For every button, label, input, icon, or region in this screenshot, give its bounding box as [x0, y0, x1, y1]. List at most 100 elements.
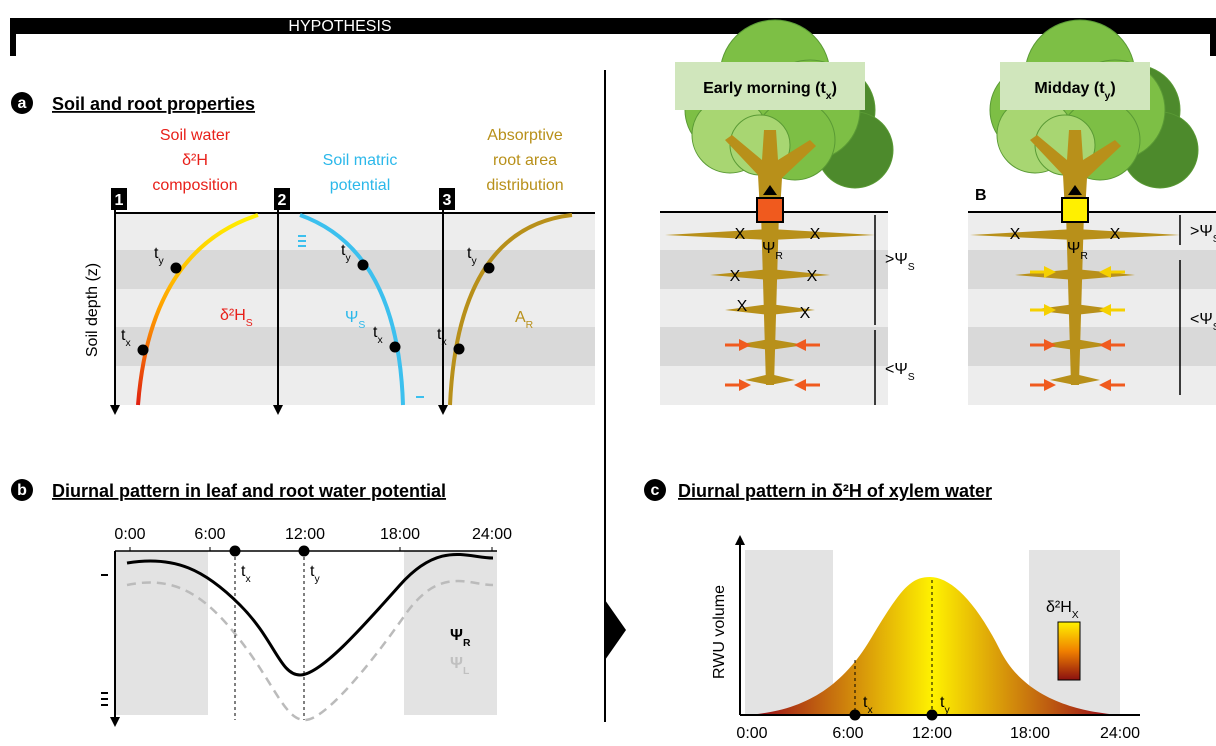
leaf-potential-curve	[126, 579, 494, 722]
column-title: root area	[493, 152, 557, 169]
root	[770, 374, 795, 385]
text-part: S	[908, 372, 915, 383]
point-label: tx	[121, 327, 131, 349]
zone-label: >ΨS	[1190, 223, 1216, 245]
point	[453, 343, 465, 355]
text-part: )	[1110, 80, 1115, 97]
banner-bar	[10, 18, 1216, 34]
time-label: 0:00	[114, 526, 145, 543]
root	[770, 339, 805, 350]
text-part: R	[526, 320, 534, 331]
cross: X	[800, 305, 811, 322]
text-part: y	[944, 705, 950, 716]
point	[357, 259, 369, 271]
zone-label: >ΨS	[885, 251, 915, 273]
text-part: <Ψ	[1190, 311, 1213, 328]
point-label: tx	[863, 694, 873, 716]
zone-label: <ΨS	[885, 361, 915, 383]
text-part: R	[775, 251, 783, 262]
column-title: distribution	[486, 177, 563, 194]
text-part: L	[463, 666, 470, 677]
point-label: tx	[437, 326, 447, 348]
time-label: 24:00	[1100, 725, 1140, 742]
banner-edge	[1210, 18, 1216, 56]
text-part: A	[515, 309, 526, 326]
text-part: x	[377, 335, 383, 346]
time-label: 12:00	[285, 526, 325, 543]
column-number: 1	[115, 192, 124, 209]
tree-tag: B	[975, 187, 987, 204]
root-square	[1061, 197, 1089, 223]
colorbar	[1057, 621, 1081, 681]
column-title: Absorptive	[487, 127, 563, 144]
point	[849, 709, 861, 721]
column-title: δ²H	[182, 152, 208, 169]
text-part: δ²H	[220, 307, 246, 324]
text-part: t	[310, 563, 315, 580]
point-label: ty	[467, 245, 477, 267]
title-box	[675, 62, 865, 110]
divider-arrow	[605, 600, 626, 660]
root	[970, 229, 1075, 240]
text-part: y	[1105, 91, 1111, 102]
time-label: 12:00	[912, 725, 952, 742]
root	[770, 229, 875, 240]
root	[1075, 229, 1180, 240]
legend-label: ΨL	[450, 655, 470, 677]
panel-title: Diurnal pattern in leaf and root water p…	[52, 481, 446, 501]
point-label: tx	[241, 563, 251, 585]
text-part: S	[1213, 234, 1216, 245]
panel-title: Diurnal pattern in δ²H of xylem water	[678, 481, 992, 501]
cross: X	[807, 268, 818, 285]
soil-layer	[115, 289, 595, 327]
column-title: composition	[152, 177, 237, 194]
time-label: 6:00	[832, 725, 863, 742]
text-part: R	[463, 638, 471, 649]
text-part: y	[345, 253, 351, 264]
root	[710, 269, 770, 280]
root	[665, 229, 770, 240]
root-square	[756, 197, 784, 223]
text-part: y	[158, 256, 164, 267]
text-part: x	[125, 338, 131, 349]
point-label: ty	[341, 242, 351, 264]
point	[483, 262, 495, 274]
trunk	[725, 130, 816, 212]
column-title: Soil matric	[323, 152, 398, 169]
text-part: S	[246, 318, 253, 329]
number-box	[274, 188, 290, 210]
text-part: S	[358, 320, 365, 331]
column-number: 3	[443, 192, 452, 209]
banner-title: HYPOTHESIS	[288, 18, 391, 35]
cross: X	[1110, 226, 1121, 243]
axis-label: RWU volume	[711, 585, 728, 679]
panel-letter-badge	[11, 479, 33, 501]
soil-layer	[115, 327, 595, 366]
cross: X	[1010, 226, 1021, 243]
root	[770, 269, 830, 280]
column-title: Soil water	[160, 127, 231, 144]
root	[1075, 374, 1100, 385]
text-part: >Ψ	[885, 251, 908, 268]
point	[389, 341, 401, 353]
zone-label: <ΨS	[1190, 311, 1216, 333]
text-part: t	[437, 326, 442, 343]
soil-layer	[115, 366, 595, 405]
curve-label: ΨS	[345, 309, 365, 331]
root	[1040, 339, 1075, 350]
soil-layer	[968, 250, 1216, 289]
point-label: ty	[154, 245, 164, 267]
cross: X	[810, 226, 821, 243]
point	[229, 545, 241, 557]
text-part: t	[940, 694, 945, 711]
time-label: 18:00	[1010, 725, 1050, 742]
text-part: x	[245, 574, 251, 585]
point	[298, 545, 310, 557]
text-part: t	[341, 242, 346, 259]
text-part: t	[863, 694, 868, 711]
point-label: ty	[940, 694, 950, 716]
text-part: >Ψ	[1190, 223, 1213, 240]
panel-letter-badge	[644, 479, 666, 501]
text-part: t	[467, 245, 472, 262]
